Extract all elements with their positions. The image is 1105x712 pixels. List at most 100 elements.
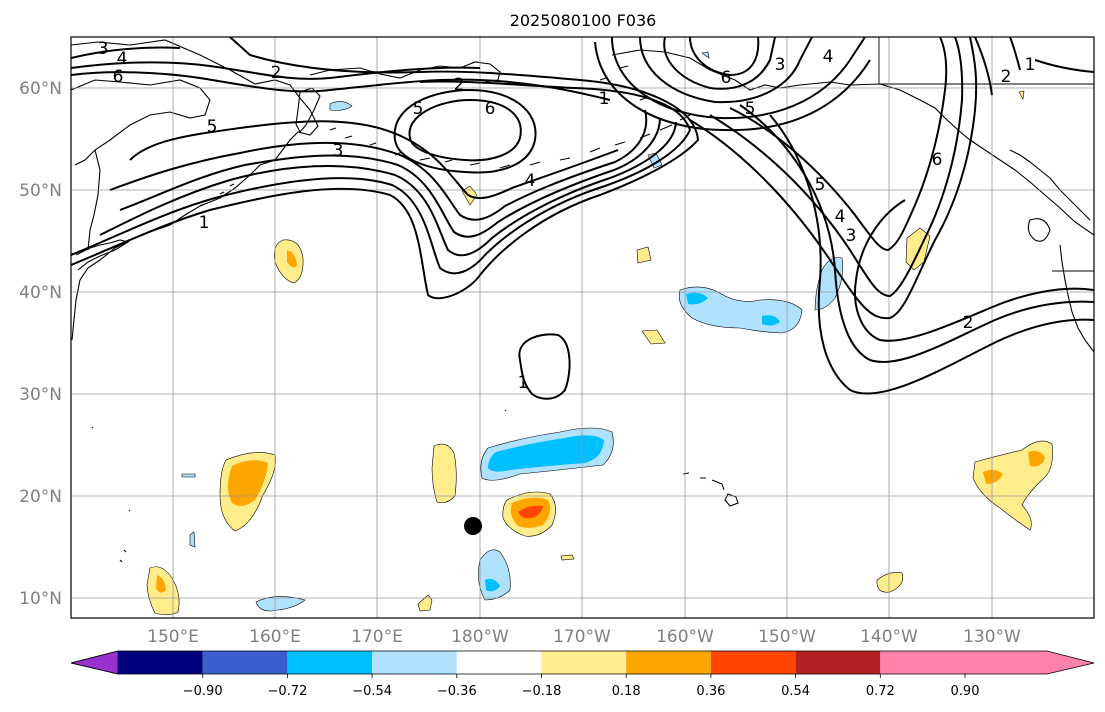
political-boundaries	[878, 37, 1094, 272]
shaded-negative-core	[686, 292, 708, 305]
colorbar-tick-label: −0.18	[522, 684, 562, 699]
coastline-us-west	[1059, 244, 1094, 353]
shaded-positive-core	[518, 505, 543, 519]
shaded-negative-core	[488, 435, 604, 472]
contour-label: 1	[599, 89, 610, 109]
coastline-vancouver-island	[1027, 218, 1051, 242]
coastline-sakhalin	[87, 149, 101, 251]
lon-label-150w: 150°W	[758, 627, 816, 647]
shaded-negative-region	[189, 531, 196, 548]
contour-line	[611, 37, 866, 120]
lat-label-20n: 20°N	[19, 487, 62, 507]
shaded-negative-region	[329, 101, 353, 111]
colorbar-tick-label: −0.90	[183, 684, 223, 699]
contour-line	[663, 37, 776, 90]
colorbar-tick-label: 0.54	[781, 684, 810, 699]
colorbar-tick-label: 0.36	[696, 684, 725, 699]
colorbar-segment	[456, 651, 542, 674]
lat-label-60n: 60°N	[19, 79, 62, 99]
shaded-positive-core	[228, 460, 268, 506]
contour-lines	[71, 37, 1094, 400]
contour-label: 3	[846, 226, 857, 246]
shaded-negative-core	[762, 315, 780, 326]
colorbar-segment	[795, 651, 881, 674]
colorbar-tick-label: −0.36	[437, 684, 477, 699]
contour-label: 6	[485, 99, 496, 119]
map-title: 2025080100 F036	[510, 11, 657, 30]
contour-label: 4	[835, 207, 846, 227]
longitude-labels: 150°E 160°E 170°E 180°W 170°W 160°W 150°…	[147, 627, 1021, 647]
contour-line	[71, 80, 692, 275]
shaded-negative-region	[181, 473, 196, 478]
contour-line	[71, 46, 181, 59]
shaded-positive-region	[641, 329, 666, 345]
lat-label-50n: 50°N	[19, 181, 62, 201]
coastline-japan	[75, 239, 130, 271]
shaded-anomaly-fields	[146, 51, 1053, 616]
coastline-bering-islands	[599, 65, 647, 101]
lat-label-30n: 30°N	[19, 385, 62, 405]
colorbar-outline	[70, 650, 1095, 675]
colorbar-tick-label: 0.90	[951, 684, 980, 699]
contour-label: 6	[721, 68, 732, 88]
shaded-positive-core	[983, 469, 1003, 484]
contour-line	[594, 41, 871, 132]
storm-position-marker	[464, 517, 482, 535]
coastline-minor-islands	[91, 409, 507, 563]
shaded-negative-region	[255, 596, 306, 612]
shaded-positive-core	[1028, 450, 1045, 467]
coastline-canada-west	[1009, 149, 1091, 221]
colorbar-ticks	[202, 674, 966, 678]
contour-line	[709, 37, 964, 298]
contour-label: 5	[815, 175, 826, 195]
lon-label-160w: 160°W	[656, 627, 714, 647]
contour-label: 4	[525, 171, 536, 191]
contour-line	[119, 117, 661, 238]
contour-label: 2	[454, 75, 465, 95]
contour-line	[109, 109, 648, 221]
colorbar-segment	[118, 651, 203, 674]
lon-label-140w: 140°W	[860, 627, 918, 647]
colorbar-right-extension	[965, 651, 1094, 674]
contour-label: 4	[117, 49, 128, 69]
coastline-asia	[71, 39, 319, 341]
lat-label-10n: 10°N	[19, 589, 62, 609]
contour-line	[739, 104, 1094, 363]
contour-line	[639, 37, 813, 104]
coastline-chukotka	[309, 61, 501, 83]
colorbar-tick-label: −0.72	[267, 684, 307, 699]
contour-line	[769, 114, 1094, 395]
colorbar-left-extension	[70, 650, 119, 675]
colorbar-segment	[880, 651, 965, 674]
coastline-hawaii	[682, 472, 739, 507]
colorbar-segment	[287, 651, 373, 674]
colorbar-segment	[710, 651, 796, 674]
lat-label-40n: 40°N	[19, 283, 62, 303]
lon-label-170w: 170°W	[553, 627, 611, 647]
graticule	[71, 37, 1094, 618]
contour-label: 4	[823, 47, 834, 67]
contour-label: 3	[333, 141, 344, 161]
contour-line	[129, 120, 619, 199]
shaded-negative-region	[701, 51, 710, 59]
border-alaska-canada	[878, 37, 1094, 85]
lon-label-180w: 180°W	[451, 627, 509, 647]
shaded-negative-core	[485, 578, 500, 592]
contour-line	[974, 37, 1094, 96]
shaded-positive-region	[417, 594, 433, 612]
contour-label: 2	[271, 63, 282, 83]
lon-label-170e: 170°E	[351, 627, 403, 647]
contour-line	[99, 121, 677, 257]
contour-label: 1	[518, 373, 529, 393]
contour-label: 5	[207, 117, 218, 137]
contour-label: 6	[113, 67, 124, 87]
contour-line	[393, 88, 537, 174]
coastlines	[71, 39, 1094, 563]
contour-label: 5	[745, 99, 756, 119]
colorbar-tick-label: −0.54	[352, 684, 392, 699]
colorbar-tick-labels: −0.90 −0.72 −0.54 −0.36 −0.18 0.18 0.36 …	[183, 684, 980, 699]
contour-label: 6	[932, 150, 943, 170]
contour-line	[71, 37, 700, 300]
map-area: 3 4 6 5 2 2 5 6 1 3 4 1 6 5 3 4 2 1 6 5 …	[71, 37, 1094, 618]
